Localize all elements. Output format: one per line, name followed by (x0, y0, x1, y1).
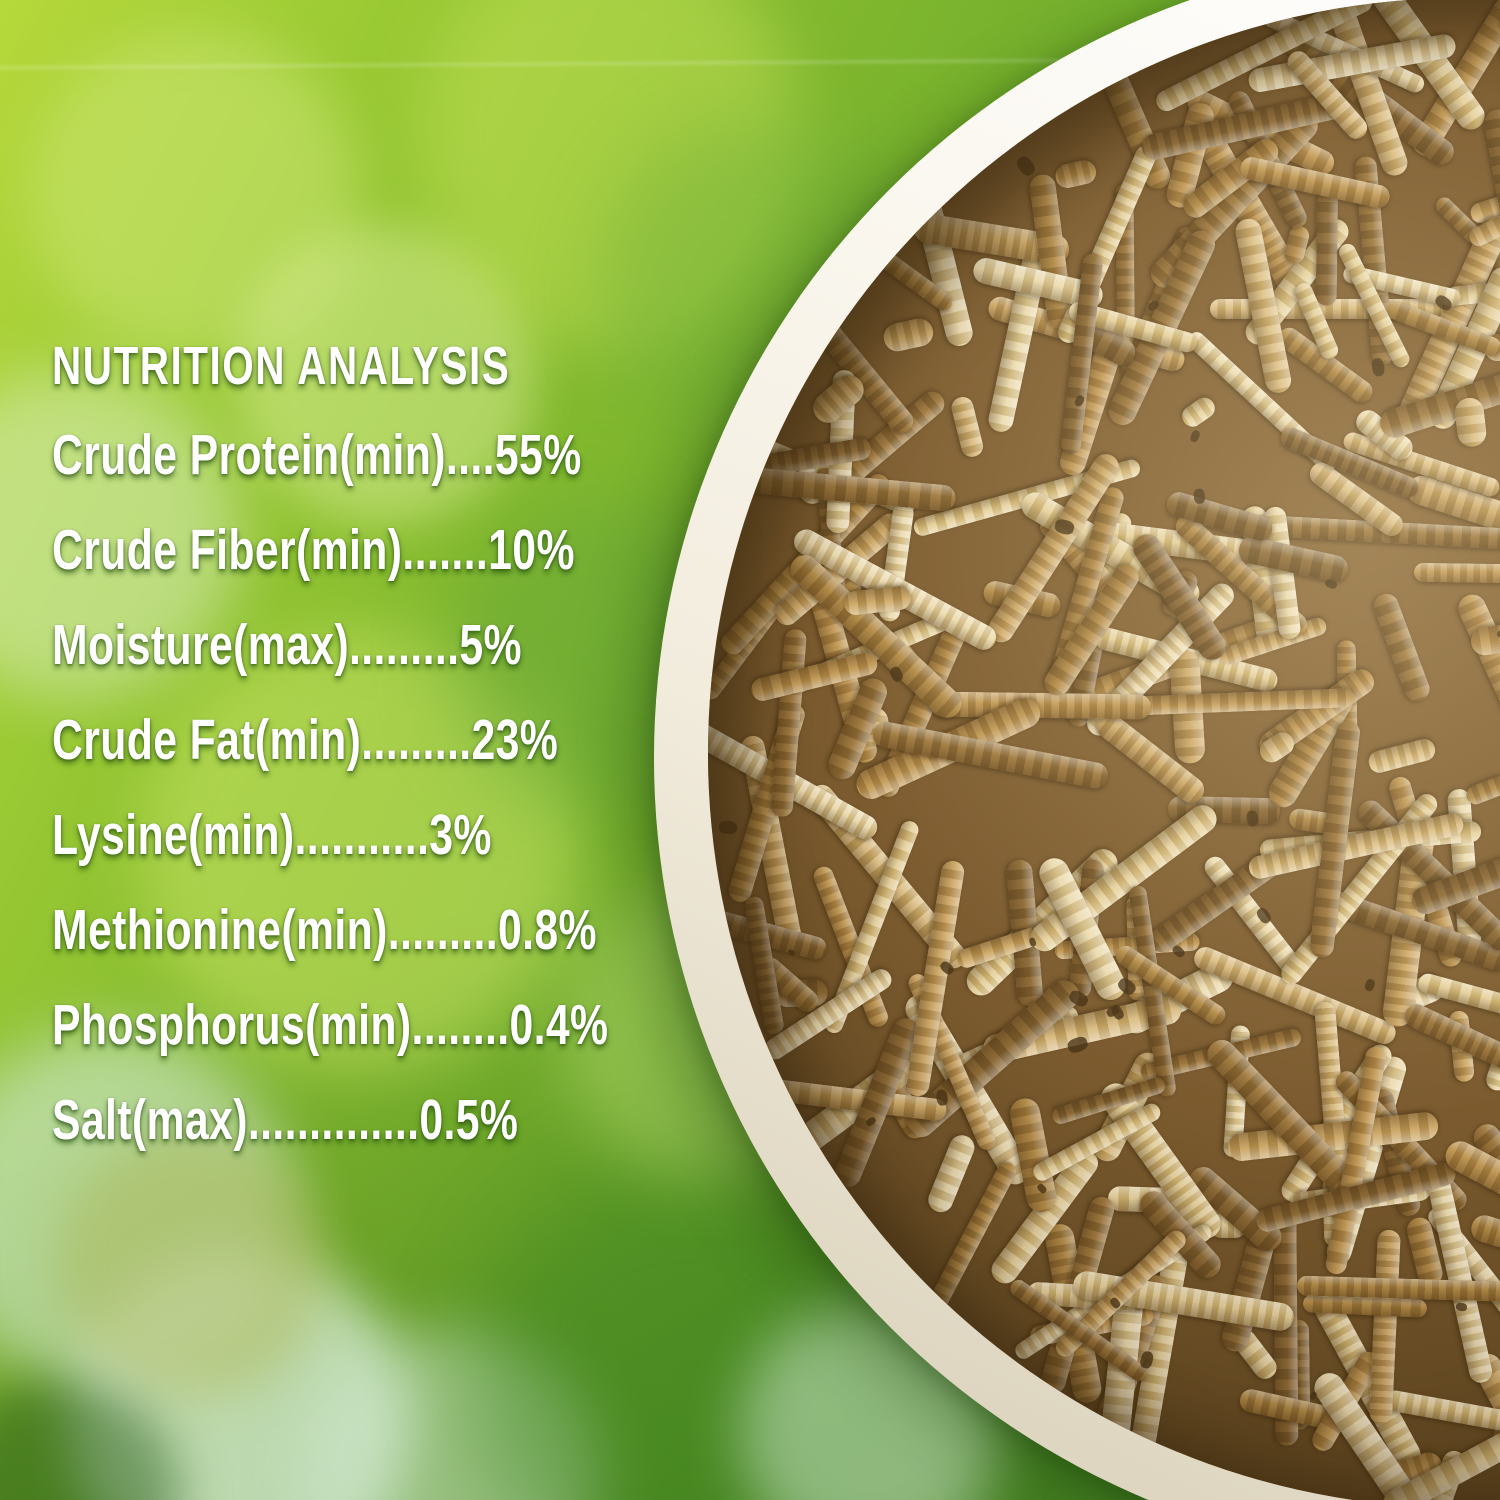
nutrition-panel: NUTRITION ANALYSIS Crude Protein(min)...… (52, 336, 794, 1184)
nutrition-row-text: Crude Fiber(min).......10% (52, 518, 575, 582)
nutrition-row: Crude Protein(min)....55% (52, 424, 794, 487)
nutrition-row-text: Crude Fat(min).........23% (52, 708, 559, 772)
nutrition-row-text: Crude Protein(min)....55% (52, 423, 582, 487)
nutrition-row-text: Phosphorus(min)........0.4% (52, 993, 609, 1057)
mealworms (708, 0, 1500, 1500)
nutrition-row: Crude Fiber(min).......10% (52, 519, 794, 582)
mealworm (924, 1131, 979, 1216)
bokeh-blob (70, 1250, 410, 1500)
mealworm-fragment (1188, 429, 1201, 444)
nutrition-row-text: Salt(max)..............0.5% (52, 1088, 519, 1152)
mealworm (1366, 736, 1438, 775)
mealworm (949, 394, 986, 460)
bokeh-blob (420, 0, 800, 350)
mealworm (1178, 394, 1220, 432)
nutrition-row: Salt(max)..............0.5% (52, 1089, 794, 1152)
nutrition-row-text: Moisture(max).........5% (52, 613, 522, 677)
mealworm (1369, 589, 1433, 705)
nutrition-row: Phosphorus(min)........0.4% (52, 994, 794, 1057)
mealworm (1400, 1000, 1500, 1086)
mealworm (1453, 590, 1500, 748)
mealworm (1413, 562, 1500, 584)
mealworm (880, 315, 937, 355)
mealworm (1316, 190, 1339, 305)
nutrition-row: Methionine(min).........0.8% (52, 899, 794, 962)
mealworm-fragment (1363, 977, 1376, 992)
nutrition-list: Crude Protein(min)....55% Crude Fiber(mi… (52, 424, 794, 1152)
nutrition-row-text: Methionine(min).........0.8% (52, 898, 597, 962)
nutrition-row: Lysine(min)...........3% (52, 804, 794, 867)
bokeh-blob (300, 1330, 600, 1500)
mealworm (1052, 157, 1099, 191)
nutrition-row: Moisture(max).........5% (52, 614, 794, 677)
mealworm (1468, 1211, 1500, 1251)
bokeh-blob (0, 1380, 180, 1500)
nutrition-row-text: Lysine(min)...........3% (52, 803, 492, 867)
mealworm-fragment (1014, 154, 1038, 179)
nutrition-row: Crude Fat(min).........23% (52, 709, 794, 772)
mealworm (1464, 773, 1500, 807)
bokeh-blob (30, 30, 360, 360)
mealworm-fragment (1245, 809, 1259, 828)
nutrition-title: NUTRITION ANALYSIS (52, 336, 511, 396)
mealworm (930, 691, 1152, 720)
